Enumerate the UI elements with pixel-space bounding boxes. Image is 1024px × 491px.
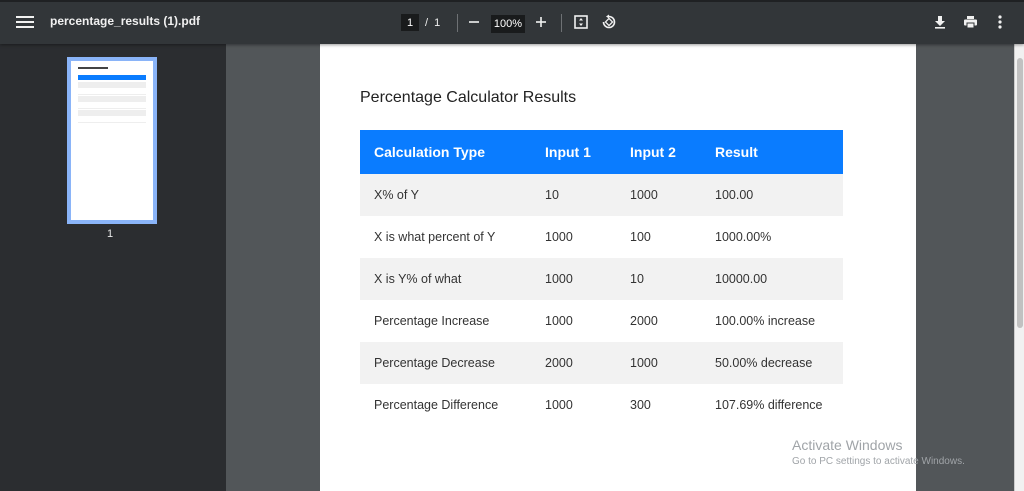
results-table: Calculation Type Input 1 Input 2 Result … <box>360 130 843 426</box>
table-cell: 2000 <box>616 300 701 342</box>
thumbnail-row <box>78 82 146 88</box>
table-cell: 10 <box>531 174 616 216</box>
zoom-out-icon[interactable] <box>463 11 485 33</box>
table-cell: 100.00 <box>701 174 843 216</box>
thumbnail-page-label: 1 <box>107 228 114 240</box>
fit-page-icon[interactable] <box>570 11 592 33</box>
table-cell: 107.69% difference <box>701 384 843 426</box>
document-title: percentage_results (1).pdf <box>50 14 201 28</box>
toolbar-divider <box>457 14 458 32</box>
pdf-page: Percentage Calculator Results Calculatio… <box>320 44 916 491</box>
table-cell: 1000 <box>531 258 616 300</box>
document-viewer: Percentage Calculator Results Calculatio… <box>226 44 1014 491</box>
table-cell: 100.00% increase <box>701 300 843 342</box>
column-header: Calculation Type <box>360 130 531 174</box>
thumbnail-row <box>78 89 146 95</box>
table-cell: 1000.00% <box>701 216 843 258</box>
toolbar-divider <box>561 14 562 32</box>
page-navigation: / 1 <box>401 14 440 31</box>
table-cell: X is what percent of Y <box>360 216 531 258</box>
vertical-scrollbar[interactable] <box>1014 44 1024 491</box>
page-title: Percentage Calculator Results <box>360 89 577 106</box>
table-cell: Percentage Decrease <box>360 342 531 384</box>
table-row: Percentage Increase 1000 2000 100.00% in… <box>360 300 843 342</box>
table-cell: 50.00% decrease <box>701 342 843 384</box>
zoom-in-icon[interactable] <box>530 11 552 33</box>
table-cell: 100 <box>616 216 701 258</box>
thumbnail-row <box>78 110 146 116</box>
zoom-level-input[interactable] <box>491 15 525 33</box>
more-vert-icon[interactable] <box>989 11 1011 33</box>
page-total: 1 <box>434 16 441 29</box>
table-cell: 2000 <box>531 342 616 384</box>
table-cell: 10 <box>616 258 701 300</box>
table-row: X is Y% of what 1000 10 10000.00 <box>360 258 843 300</box>
scrollbar-thumb[interactable] <box>1017 58 1023 328</box>
column-header: Input 2 <box>616 130 701 174</box>
thumbnail-row <box>78 96 146 102</box>
column-header: Result <box>701 130 843 174</box>
rotate-icon[interactable] <box>598 11 620 33</box>
table-header-row: Calculation Type Input 1 Input 2 Result <box>360 130 843 174</box>
watermark-title: Activate Windows <box>792 437 903 453</box>
download-icon[interactable] <box>929 11 951 33</box>
table-cell: 10000.00 <box>701 258 843 300</box>
table-cell: X is Y% of what <box>360 258 531 300</box>
table-cell: Percentage Increase <box>360 300 531 342</box>
page-separator: / <box>425 16 429 29</box>
table-cell: 1000 <box>531 384 616 426</box>
thumbnail-row <box>78 103 146 109</box>
table-row: Percentage Decrease 2000 1000 50.00% dec… <box>360 342 843 384</box>
pdf-toolbar: percentage_results (1).pdf / 1 <box>0 0 1024 44</box>
thumbnail-title-line <box>78 67 108 69</box>
table-row: Percentage Difference 1000 300 107.69% d… <box>360 384 843 426</box>
thumbnail-sidebar: 1 <box>0 44 226 491</box>
table-cell: 1000 <box>616 174 701 216</box>
column-header: Input 1 <box>531 130 616 174</box>
table-row: X is what percent of Y 1000 100 1000.00% <box>360 216 843 258</box>
table-cell: Percentage Difference <box>360 384 531 426</box>
table-cell: 1000 <box>531 300 616 342</box>
page-thumbnail[interactable] <box>67 57 157 224</box>
table-cell: 1000 <box>531 216 616 258</box>
thumbnail-header-band <box>78 75 146 80</box>
watermark-subtitle: Go to PC settings to activate Windows. <box>792 456 965 467</box>
table-row: X% of Y 10 1000 100.00 <box>360 174 843 216</box>
thumbnail-row <box>78 117 146 123</box>
activation-watermark: Activate Windows Go to PC settings to ac… <box>792 437 965 467</box>
menu-icon[interactable] <box>16 14 34 32</box>
print-icon[interactable] <box>959 11 981 33</box>
table-cell: 1000 <box>616 342 701 384</box>
table-cell: 300 <box>616 384 701 426</box>
page-number-input[interactable] <box>401 14 419 31</box>
table-cell: X% of Y <box>360 174 531 216</box>
